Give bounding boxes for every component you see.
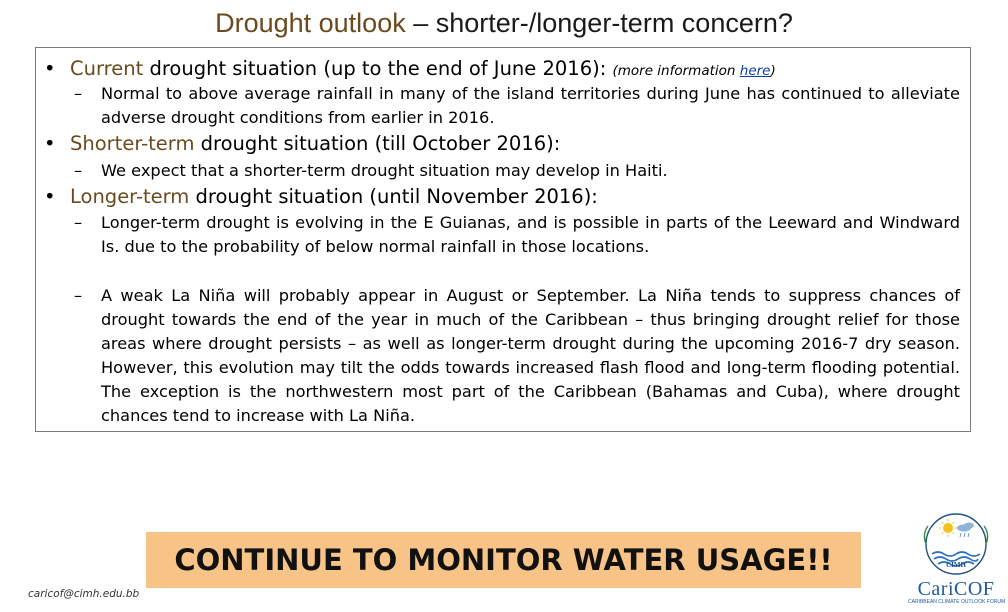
cimh-caricof-logo: CIMH CariCOF CARIBBEAN CLIMATE OUTLOOK F…	[908, 510, 1006, 608]
bullet-dot: •	[44, 57, 56, 80]
bullet-label-shorter: drought situation (till October 2016):	[194, 132, 561, 155]
note-prefix: (more information	[612, 63, 740, 79]
more-info-link[interactable]: here	[739, 63, 771, 79]
title-rest: – shorter-/longer-term concern?	[405, 8, 793, 38]
sub-item-shorter-1: – We expect that a shorter-term drought …	[74, 159, 960, 183]
sub-item-longer-1: – Longer-term drought is evolving in the…	[74, 211, 960, 259]
content-box: • Current drought situation (up to the en…	[35, 47, 971, 432]
monitor-water-banner: CONTINUE TO MONITOR WATER USAGE!!	[146, 532, 861, 588]
bullet-highlight-shorter: Shorter-term	[70, 132, 195, 155]
page-title: Drought outlook – shorter-/longer-term c…	[0, 8, 1008, 39]
bullet-highlight-longer: Longer-term	[70, 185, 190, 208]
sub-text: A weak La Niña will probably appear in A…	[101, 286, 960, 425]
bullet-highlight-current: Current	[70, 57, 144, 80]
sub-text: Longer-term drought is evolving in the E…	[101, 213, 960, 256]
note-suffix: )	[770, 63, 776, 79]
sub-dash: –	[74, 161, 83, 180]
bullet-label-longer: drought situation (until November 2016):	[189, 185, 598, 208]
footer-email: caricof@cimh.edu.bb	[28, 588, 140, 600]
title-highlight: Drought outlook	[215, 8, 406, 38]
bullet-label-current: drought situation (up to the end of June…	[143, 57, 607, 80]
sub-dash: –	[74, 84, 83, 103]
logo-name: CariCOF	[917, 578, 995, 600]
bullet-shorter-term: • Shorter-term drought situation (till Oc…	[44, 132, 560, 156]
banner-text: CONTINUE TO MONITOR WATER USAGE!!	[174, 543, 833, 577]
more-info-note: (more information here)	[612, 63, 775, 79]
logo-inner-label: CIMH	[946, 561, 966, 569]
sub-item-longer-2: – A weak La Niña will probably appear in…	[74, 284, 960, 428]
sub-dash: –	[74, 213, 83, 232]
sub-text: We expect that a shorter-term drought si…	[101, 161, 668, 180]
bullet-longer-term: • Longer-term drought situation (until No…	[44, 185, 598, 209]
logo-emblem-icon	[923, 513, 989, 575]
sub-item-current-1: – Normal to above average rainfall in ma…	[74, 82, 960, 130]
bullet-dot: •	[44, 185, 56, 208]
bullet-dot: •	[44, 132, 56, 155]
sub-text: Normal to above average rainfall in many…	[101, 84, 960, 127]
bullet-current: • Current drought situation (up to the en…	[44, 57, 776, 83]
sub-dash: –	[74, 286, 83, 305]
logo-tagline: CARIBBEAN CLIMATE OUTLOOK FORUM	[908, 599, 1006, 605]
